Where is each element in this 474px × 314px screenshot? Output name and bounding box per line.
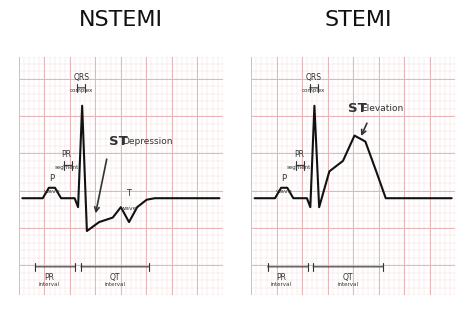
Text: P: P <box>281 174 286 183</box>
Text: PR: PR <box>44 273 54 282</box>
Text: interval: interval <box>337 282 358 287</box>
Text: complex: complex <box>302 88 326 93</box>
Text: ST: ST <box>109 135 128 148</box>
Text: PR: PR <box>276 273 286 282</box>
Text: PR: PR <box>294 150 304 160</box>
Text: QT: QT <box>342 273 353 282</box>
Text: T: T <box>127 189 131 198</box>
Text: wave: wave <box>275 189 292 194</box>
Text: PR: PR <box>62 150 72 160</box>
Text: interval: interval <box>104 282 125 287</box>
Text: QT: QT <box>109 273 120 282</box>
Text: NSTEMI: NSTEMI <box>79 10 163 30</box>
Text: segment: segment <box>287 165 311 171</box>
Text: interval: interval <box>38 282 59 287</box>
Text: QRS: QRS <box>306 73 322 82</box>
Text: QRS: QRS <box>73 73 90 82</box>
Text: Depression: Depression <box>122 137 173 146</box>
Text: ST: ST <box>348 102 366 115</box>
Text: Elevation: Elevation <box>361 104 403 113</box>
Text: segment: segment <box>55 165 79 171</box>
Text: wave: wave <box>121 206 137 211</box>
Text: P: P <box>49 174 54 183</box>
Text: complex: complex <box>70 88 93 93</box>
Text: interval: interval <box>271 282 292 287</box>
Text: STEMI: STEMI <box>324 10 392 30</box>
Text: wave: wave <box>43 189 60 194</box>
